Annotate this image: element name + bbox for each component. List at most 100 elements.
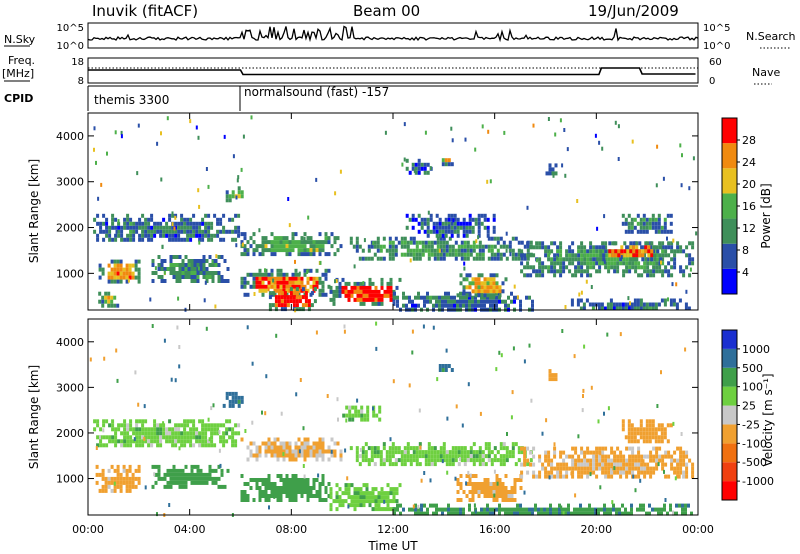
heatmap-cell [480,221,484,226]
heatmap-cell [360,409,364,414]
heatmap-cell [306,490,310,494]
heatmap-cell [207,439,211,444]
heatmap-cell [676,470,680,475]
heatmap-cell [520,256,524,261]
heatmap-cell [321,240,325,245]
heatmap-cell [335,507,339,512]
heatmap-cell [388,244,392,249]
heatmap-cell [171,233,175,238]
heatmap-cell [216,221,220,226]
heatmap-cell [667,245,671,250]
heatmap-cell [658,253,662,258]
heatmap-cell [303,268,307,273]
heatmap-cell [541,462,545,467]
heatmap-cell [178,271,182,275]
heatmap-cell [294,244,298,249]
heatmap-cell [420,295,423,300]
heatmap-cell [663,225,667,230]
heatmap-cell [95,446,98,450]
heatmap-cell [373,252,377,257]
heatmap-cell [338,487,342,492]
heatmap-cell [400,458,404,463]
heatmap-cell [222,225,226,230]
heatmap-cell [166,267,170,271]
heatmap-cell [441,303,444,308]
heatmap-cell [327,284,331,289]
colorbar-swatch [722,481,737,500]
heatmap-cell [111,221,115,226]
heatmap-cell [353,503,357,508]
heatmap-cell [122,476,126,481]
heatmap-cell [405,166,409,171]
heatmap-cell [258,449,262,454]
heatmap-cell [636,213,640,218]
heatmap-cell [436,377,439,382]
heatmap-cell [282,449,286,454]
heatmap-cell [380,285,384,290]
heatmap-cell [576,298,580,303]
heatmap-cell [234,391,238,396]
heatmap-cell [438,233,442,238]
heatmap-cell [168,419,172,424]
heatmap-cell [664,265,668,270]
heatmap-cell [355,458,359,463]
heatmap-cell [463,252,467,257]
heatmap-cell [190,472,194,477]
heatmap-cell [629,253,633,258]
heatmap-cell [419,445,422,450]
heatmap-cell [464,137,467,142]
heatmap-cell [680,183,683,188]
heatmap-cell [631,462,635,467]
heatmap-cell [122,271,126,276]
heatmap-cell [277,295,281,300]
heatmap-cell [359,289,363,294]
heatmap-cell [624,435,628,440]
heatmap-cell [180,443,184,448]
heatmap-cell [604,454,608,459]
heatmap-cell [329,289,333,294]
heatmap-cell [498,299,501,304]
heatmap-cell [128,468,132,473]
heatmap-cell [468,498,472,502]
heatmap-cell [516,507,519,512]
heatmap-cell [466,252,470,257]
heatmap-cell [386,289,390,294]
heatmap-cell [197,188,200,193]
heatmap-cell [116,476,120,481]
heatmap-cell [187,472,191,477]
heatmap-cell [219,217,223,222]
heatmap-cell [119,267,123,272]
heatmap-cell [468,293,472,298]
heatmap-cell [635,249,639,254]
heatmap-cell [691,462,695,467]
heatmap-cell [341,499,345,504]
heatmap-cell [312,441,316,446]
heatmap-cell [606,306,610,311]
heatmap-cell [341,277,345,282]
heatmap-cell [532,265,536,270]
heatmap-cell [276,494,280,498]
heatmap-cell [315,240,319,245]
heatmap-cell [93,427,97,432]
heatmap-cell [276,474,280,478]
heatmap-cell [370,450,374,455]
heatmap-cell [298,271,301,276]
heatmap-cell [101,476,105,481]
heatmap-cell [173,226,176,231]
heatmap-cell [377,293,381,298]
heatmap-cell [144,435,148,440]
heatmap-cell [573,511,576,516]
heatmap-cell [141,423,145,428]
heatmap-cell [96,443,100,448]
heatmap-cell [675,503,678,508]
heatmap-cell [489,289,493,294]
heatmap-cell [529,265,533,270]
heatmap-cell [177,221,181,226]
heatmap-cell [315,330,318,335]
heatmap-cell [577,269,581,274]
heatmap-cell [201,443,205,448]
heatmap-cell [433,240,437,245]
heatmap-cell [95,472,99,477]
heatmap-cell [468,225,472,230]
heatmap-cell [474,486,478,490]
